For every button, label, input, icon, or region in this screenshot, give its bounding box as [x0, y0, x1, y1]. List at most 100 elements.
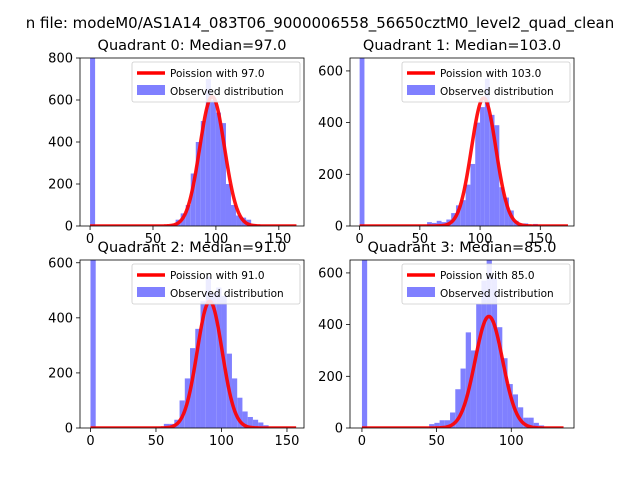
x-tick-label: 50	[145, 232, 162, 247]
histogram-bar	[429, 424, 435, 428]
y-tick-label: 600	[318, 64, 343, 79]
legend-bar-swatch	[407, 85, 435, 95]
histogram-bar	[231, 378, 238, 428]
histogram-bar	[455, 389, 461, 428]
histogram-bar	[195, 328, 201, 428]
histogram-bar	[210, 100, 216, 226]
y-tick-label: 800	[48, 52, 73, 67]
histogram-bar	[427, 222, 432, 226]
legend: Poission with 85.0 Observed distribution	[401, 263, 571, 305]
y-tick-label: 200	[318, 370, 343, 385]
histogram-bar	[450, 412, 456, 428]
axes-frame	[349, 259, 575, 429]
histogram-bar	[475, 122, 481, 226]
legend-fit-label: Poission with 91.0	[170, 270, 265, 282]
x-tick-label: 100	[468, 232, 493, 247]
histogram-bar	[237, 397, 243, 428]
histogram-bar	[252, 419, 259, 428]
histogram-bar	[497, 327, 503, 428]
histogram-bar	[502, 358, 508, 428]
legend-hist-label: Observed distribution	[170, 288, 284, 300]
legend: Poission with 91.0 Observed distribution	[131, 263, 301, 305]
subplot-grid: 0 50 100 150 0 200 400 600 800 Poission with 97.0…	[48, 38, 575, 449]
legend-box	[131, 61, 301, 103]
y-tick-label: 400	[318, 116, 343, 131]
histogram-bar	[258, 422, 264, 428]
histogram-bar	[195, 142, 201, 226]
y-tick-label: 400	[48, 311, 73, 326]
x-tick-label: 50	[412, 232, 429, 247]
histogram-bar	[489, 114, 495, 226]
legend-hist-label: Observed distribution	[440, 86, 554, 98]
legend-box	[401, 263, 571, 305]
axes-frame	[79, 259, 305, 429]
y-tick-label: 0	[65, 422, 73, 437]
x-tick-label: 150	[275, 434, 300, 449]
histogram-bar	[90, 58, 96, 226]
histogram-bar	[190, 348, 196, 428]
histogram-bar	[190, 173, 196, 226]
y-tick-label: 0	[335, 220, 343, 235]
histogram-bar	[205, 276, 211, 428]
histogram-bar	[480, 107, 485, 226]
histogram-bar	[460, 200, 466, 226]
x-tick-label: 150	[528, 232, 553, 247]
legend-bar-swatch	[137, 287, 165, 297]
histogram-bar	[216, 287, 222, 428]
x-tick-label: 100	[499, 434, 524, 449]
x-tick-label: 150	[266, 232, 291, 247]
histogram-bar	[504, 197, 509, 226]
histogram-bar	[470, 350, 477, 428]
histogram-bar	[494, 125, 500, 226]
x-tick-label: 50	[148, 434, 165, 449]
legend-bar-swatch	[137, 85, 165, 95]
y-tick-label: 200	[318, 168, 343, 183]
subplot-title: Quadrant 0: Median=97.0	[98, 38, 287, 54]
subplot-quadrant-2: 0 50 100 150 0 200 400 600 Poission with 91.0 Obs…	[48, 240, 305, 449]
histogram-bar	[185, 205, 191, 226]
legend-hist-label: Observed distribution	[170, 86, 284, 98]
x-tick-label: 100	[209, 434, 234, 449]
figure-suptitle: n file: modeM0/AS1A14_083T06_9000006558_…	[26, 14, 615, 33]
subplot-title: Quadrant 1: Median=103.0	[363, 38, 561, 54]
histogram-bar	[491, 278, 498, 428]
x-tick-label: 100	[203, 232, 228, 247]
y-tick-label: 400	[318, 318, 343, 333]
histogram-bar	[481, 280, 487, 428]
histogram-bar	[523, 417, 529, 428]
histogram-bar	[247, 416, 253, 428]
histogram-bar	[470, 163, 476, 226]
histogram-bar	[444, 420, 451, 428]
legend-fit-label: Poission with 97.0	[170, 68, 265, 80]
histogram-bar	[236, 215, 242, 226]
histogram-bar	[507, 384, 513, 428]
y-tick-label: 600	[318, 266, 343, 281]
legend-bar-swatch	[407, 287, 435, 297]
y-tick-label: 600	[48, 94, 73, 109]
histogram-bar	[455, 205, 461, 226]
histogram-bar	[231, 205, 237, 226]
plot-content	[360, 260, 565, 428]
histogram-bar	[533, 422, 539, 428]
x-tick-label: 0	[86, 232, 94, 247]
y-tick-label: 0	[65, 220, 73, 235]
histogram-bar	[225, 184, 232, 226]
subplot-title: Quadrant 3: Median=85.0	[368, 240, 557, 256]
x-tick-label: 0	[358, 434, 366, 449]
y-tick-label: 0	[335, 422, 343, 437]
histogram-bar	[528, 417, 534, 428]
histogram-bar	[436, 220, 442, 226]
legend: Poission with 103.0 Observed distribution	[401, 61, 571, 103]
histogram-bar	[465, 332, 471, 428]
subplot-quadrant-0: 0 50 100 150 0 200 400 600 800 Poission with 97.0…	[48, 38, 305, 247]
subplot-quadrant-3: 0 50 100 0 200 400 600 Poission with 85.0 Observ…	[318, 240, 575, 449]
subplot-title: Quadrant 2: Median=91.0	[98, 240, 287, 256]
histogram-bar	[210, 293, 217, 428]
y-tick-label: 200	[48, 366, 73, 381]
subplot-quadrant-1: 0 50 100 150 0 200 400 600 Poission with 103.0 Ob…	[318, 38, 575, 247]
histogram-bar	[90, 260, 96, 428]
axes-frame	[349, 57, 575, 227]
histogram-bar	[434, 422, 440, 428]
histogram-bar	[465, 184, 471, 226]
